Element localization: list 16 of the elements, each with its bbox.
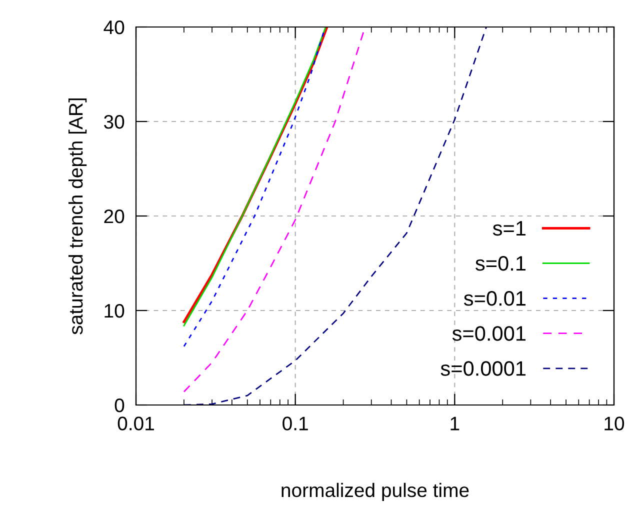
legend-label: s=0.01 <box>464 291 526 306</box>
x-tick-label: 0.01 <box>118 416 154 430</box>
x-tick-label: 1 <box>450 416 460 430</box>
y-tick-label: 10 <box>104 304 124 318</box>
legend-label: s=0.1 <box>476 256 526 271</box>
x-tick-label: 0.1 <box>282 416 308 430</box>
y-tick-label: 20 <box>104 209 124 224</box>
legend-label: s=0.0001 <box>440 361 526 376</box>
y-tick-label: 30 <box>104 114 124 129</box>
y-tick-label: 40 <box>104 20 124 34</box>
legend-label: s=0.001 <box>452 326 526 341</box>
x-axis-title: normalized pulse time <box>282 482 469 501</box>
y-axis-title: saturated trench depth [AR] <box>68 98 87 334</box>
y-tick-label: 0 <box>114 398 124 412</box>
x-tick-label: 10 <box>604 416 624 430</box>
legend-label: s=1 <box>492 221 526 236</box>
